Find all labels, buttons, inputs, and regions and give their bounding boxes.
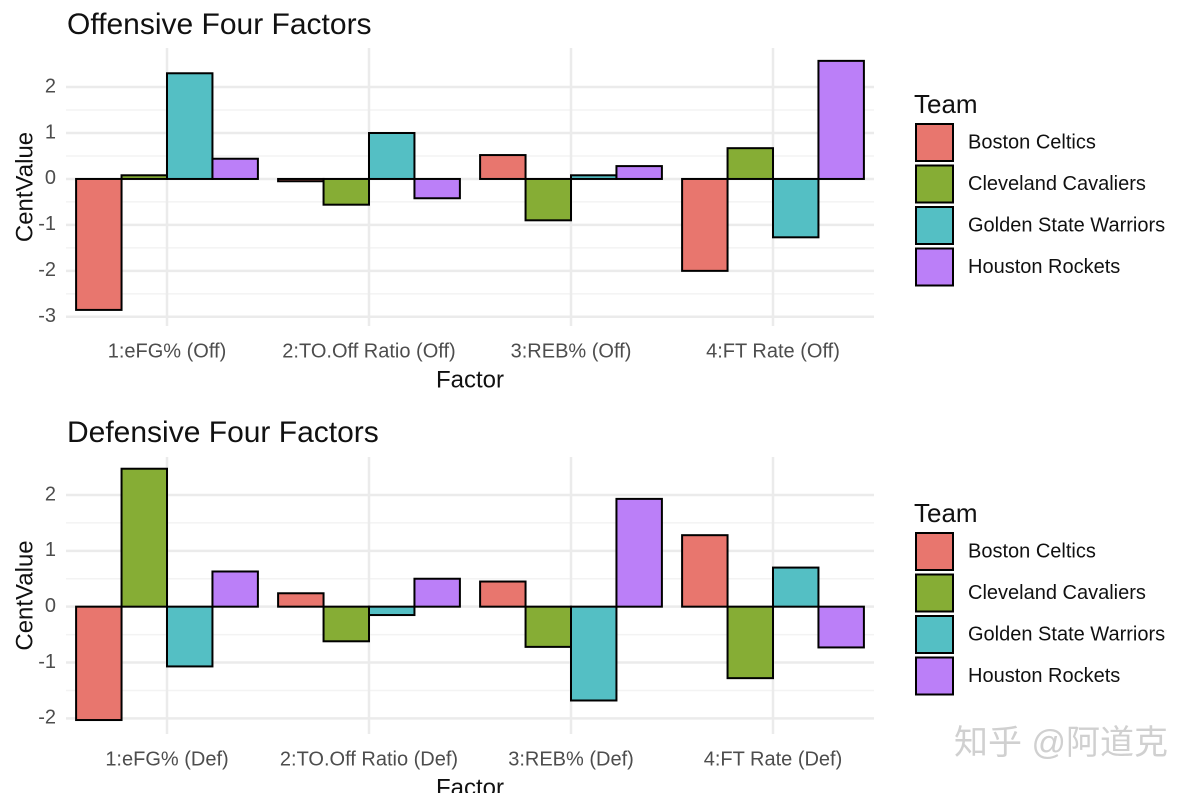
bar-golden-state-warriors-4 <box>772 177 820 239</box>
bar-golden-state-warriors-1 <box>166 605 214 668</box>
legend-label: Boston Celtics <box>968 131 1096 153</box>
x-tick-label: 2:TO.Off Ratio (Def) <box>280 748 458 770</box>
x-tick-label: 4:FT Rate (Off) <box>706 340 840 362</box>
bar-cleveland-cavaliers-3 <box>524 605 572 648</box>
legend-swatch-golden-state-warriors <box>915 615 954 654</box>
y-tick-label: 2 <box>45 75 56 97</box>
chart-panel-offensive: Offensive Four Factors -3 -2 -1 0 1 2 1:eFG% (O… <box>11 8 1165 393</box>
bar-houston-rockets-1 <box>211 157 259 180</box>
y-axis-label: CentValue <box>11 540 38 650</box>
x-tick-label: 1:eFG% (Def) <box>105 748 228 770</box>
legend-swatch-cleveland-cavaliers <box>915 573 954 613</box>
bar-cleveland-cavaliers-1 <box>120 174 169 180</box>
watermark-text: 知乎 @阿道克 <box>954 724 1168 762</box>
legend-label: Golden State Warriors <box>968 214 1165 236</box>
bar-boston-celtics-4 <box>681 177 729 272</box>
legend-title: Team <box>914 498 978 528</box>
bar-golden-state-warriors-1 <box>166 72 214 180</box>
bar-boston-celtics-2 <box>277 592 325 608</box>
chart-title: Defensive Four Factors <box>67 416 379 449</box>
legend: Team Boston Celtics Cleveland Cavaliers Gol… <box>914 89 1165 287</box>
legend-swatch-boston-celtics <box>915 123 954 162</box>
legend-swatch-boston-celtics <box>915 532 954 571</box>
bar-boston-celtics-1 <box>75 177 123 311</box>
legend-label: Houston Rockets <box>968 665 1120 687</box>
bar-houston-rockets-1 <box>211 570 259 608</box>
bar-boston-celtics-3 <box>479 580 527 608</box>
chart-panel-defensive: Defensive Four Factors -2 -1 0 1 2 1:eFG% (Def… <box>11 416 1165 793</box>
legend-label: Boston Celtics <box>968 540 1096 562</box>
y-tick-label: 0 <box>45 167 56 189</box>
bar-cleveland-cavaliers-1 <box>120 467 169 608</box>
legend-label: Cleveland Cavaliers <box>968 582 1146 604</box>
bar-houston-rockets-4 <box>817 605 865 649</box>
legend-swatch-houston-rockets <box>915 247 954 287</box>
bar-houston-rockets-4 <box>817 59 865 180</box>
legend-label: Houston Rockets <box>968 256 1120 278</box>
bar-houston-rockets-2 <box>413 577 461 608</box>
bar-golden-state-warriors-2 <box>368 605 416 617</box>
legend-title: Team <box>914 89 978 119</box>
bar-boston-celtics-4 <box>681 534 729 608</box>
bar-golden-state-warriors-3 <box>570 605 618 702</box>
legend-swatch-cleveland-cavaliers <box>915 164 954 204</box>
x-tick-label: 1:eFG% (Off) <box>108 340 227 362</box>
bar-boston-celtics-3 <box>479 154 527 180</box>
x-tick-label: 3:REB% (Def) <box>508 748 634 770</box>
legend-swatch-houston-rockets <box>915 656 954 696</box>
bar-houston-rockets-3 <box>615 165 663 180</box>
bar-houston-rockets-2 <box>413 177 461 200</box>
y-tick-label: -3 <box>38 305 56 327</box>
bar-cleveland-cavaliers-2 <box>322 177 370 206</box>
x-tick-label: 3:REB% (Off) <box>511 340 632 362</box>
y-tick-label: 1 <box>45 121 56 143</box>
x-tick-label: 2:TO.Off Ratio (Off) <box>282 340 455 362</box>
bar-golden-state-warriors-3 <box>570 174 618 180</box>
bar-cleveland-cavaliers-3 <box>524 177 572 222</box>
x-axis-label: Factor <box>436 774 504 793</box>
y-tick-label: -2 <box>38 259 56 281</box>
bar-boston-celtics-1 <box>75 605 123 722</box>
bar-cleveland-cavaliers-4 <box>726 605 774 680</box>
x-axis-label: Factor <box>436 366 504 393</box>
chart-title: Offensive Four Factors <box>67 8 372 41</box>
y-tick-label: 2 <box>45 483 56 505</box>
y-tick-label: 1 <box>45 539 56 561</box>
bar-houston-rockets-3 <box>615 497 663 608</box>
legend-swatch-golden-state-warriors <box>915 206 954 245</box>
bar-golden-state-warriors-4 <box>772 566 820 608</box>
y-tick-label: 0 <box>45 595 56 617</box>
bar-boston-celtics-2 <box>277 177 325 183</box>
y-tick-label: -1 <box>38 213 56 235</box>
bar-cleveland-cavaliers-4 <box>726 147 774 180</box>
y-tick-label: -2 <box>38 707 56 729</box>
y-tick-label: -1 <box>38 651 56 673</box>
legend-label: Cleveland Cavaliers <box>968 173 1146 195</box>
bar-golden-state-warriors-2 <box>368 132 416 180</box>
legend: Team Boston Celtics Cleveland Cavaliers Gol… <box>914 498 1165 696</box>
legend-label: Golden State Warriors <box>968 623 1165 645</box>
x-tick-label: 4:FT Rate (Def) <box>704 748 843 770</box>
y-axis-label: CentValue <box>11 132 38 242</box>
bar-cleveland-cavaliers-2 <box>322 605 370 643</box>
